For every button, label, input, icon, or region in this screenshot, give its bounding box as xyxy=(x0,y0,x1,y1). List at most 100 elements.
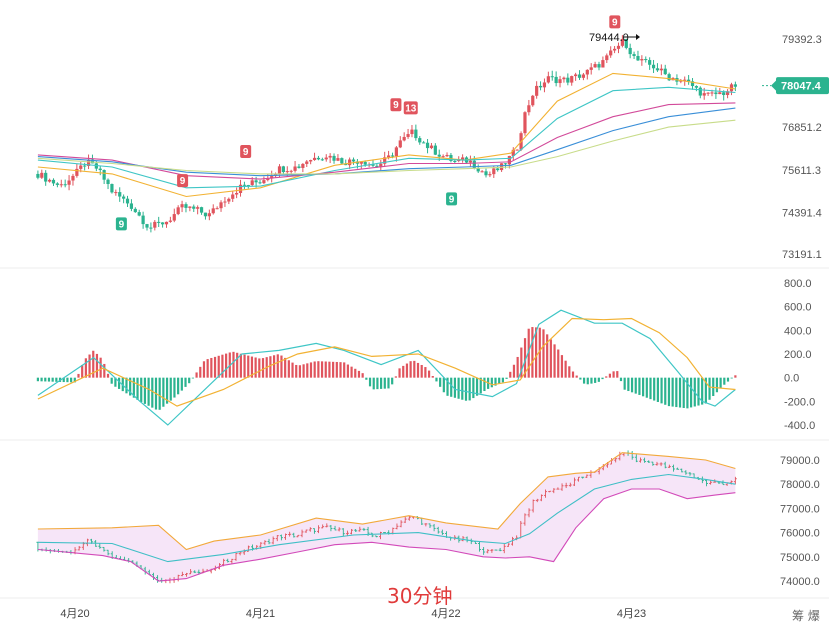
candle-body xyxy=(698,87,702,96)
bollinger-band-fill xyxy=(37,452,736,581)
td-marker-label: 9 xyxy=(393,100,399,111)
candle-body xyxy=(570,76,574,83)
candle-body xyxy=(449,154,453,161)
candle-body xyxy=(266,178,270,181)
candle-body xyxy=(71,175,75,181)
candle-body xyxy=(75,168,79,176)
y-tick-label: 600.0 xyxy=(784,302,812,314)
td-marker-box xyxy=(609,15,621,29)
macd-histogram-bar xyxy=(147,377,150,406)
macd-histogram-bar xyxy=(660,377,663,404)
macd-histogram-bar xyxy=(391,377,394,385)
candle-body xyxy=(616,45,621,49)
candle-body xyxy=(168,220,172,222)
candle-body xyxy=(538,85,543,88)
candle-body xyxy=(305,161,309,164)
macd-histogram-bar xyxy=(143,377,147,404)
candle-body xyxy=(605,55,609,61)
macd-histogram-bar xyxy=(77,373,80,378)
candle-body xyxy=(492,168,496,175)
macd-histogram-bar xyxy=(726,377,730,382)
candle-body xyxy=(231,194,235,199)
macd-histogram-bar xyxy=(498,377,501,384)
candle-body xyxy=(577,74,582,78)
candle-body xyxy=(472,160,476,169)
macd-histogram-bar xyxy=(734,375,737,378)
macd-histogram-bar xyxy=(346,364,349,378)
candle-body xyxy=(153,221,157,228)
candle-body xyxy=(184,204,188,208)
macd-histogram-bar xyxy=(719,377,722,389)
bollinger-upper-line xyxy=(37,452,736,551)
candle-body xyxy=(429,145,434,149)
macd-histogram-bar xyxy=(136,377,139,400)
macd-histogram-bar xyxy=(335,361,338,378)
candle-body xyxy=(468,160,473,163)
candle-body xyxy=(125,198,130,204)
candle-body xyxy=(36,173,40,178)
candle-body xyxy=(141,215,145,225)
price-panel: 9 9 9 9 13 9 9 xyxy=(36,15,737,233)
macd-histogram-bar xyxy=(213,356,217,378)
candle-body xyxy=(496,168,500,171)
macd-histogram-bar xyxy=(62,377,65,383)
macd-histogram-bar xyxy=(472,377,475,399)
macd-histogram-bar xyxy=(106,373,110,378)
candle-body xyxy=(328,155,332,158)
candle-body xyxy=(386,155,391,158)
candle-body xyxy=(110,184,114,193)
candle-body xyxy=(172,214,176,221)
candle-body xyxy=(476,168,480,172)
candle-body xyxy=(733,84,737,87)
candle-body xyxy=(164,221,169,225)
candle-body xyxy=(499,163,504,171)
candle-body xyxy=(297,166,301,168)
moving-average-line xyxy=(37,86,736,189)
candle-body xyxy=(535,85,539,96)
macd-histogram-bar xyxy=(151,377,154,408)
candle-body xyxy=(589,67,593,70)
macd-histogram-bar xyxy=(697,377,700,406)
y-tick-label: 75611.3 xyxy=(782,165,821,177)
macd-histogram-bar xyxy=(221,354,224,378)
macd-histogram-bar xyxy=(638,377,641,395)
candle-body xyxy=(149,227,153,229)
candle-body xyxy=(122,196,126,199)
macd-histogram-bar xyxy=(129,377,132,396)
candle-body xyxy=(324,157,328,160)
candle-body xyxy=(301,163,305,168)
x-tick-label: 4月21 xyxy=(246,608,275,620)
macd-histogram-bar xyxy=(416,362,420,378)
macd-histogram-bar xyxy=(361,373,364,378)
candle-body xyxy=(332,155,336,161)
candle-body xyxy=(157,221,161,223)
macd-histogram-bar xyxy=(505,377,508,379)
td-sequence-marker: 9 xyxy=(177,174,189,188)
td-sequence-marker: 9 xyxy=(446,192,458,206)
td-sequence-marker: 13 xyxy=(403,101,418,115)
candle-body xyxy=(133,208,137,213)
macd-histogram-bar xyxy=(254,357,257,378)
macd-histogram-bar xyxy=(339,362,342,378)
bollinger-panel xyxy=(36,450,737,584)
candle-body xyxy=(484,171,488,176)
candle-body xyxy=(398,140,402,148)
candle-body xyxy=(83,165,87,167)
macd-histogram-bar xyxy=(656,377,659,402)
macd-histogram-bar xyxy=(180,377,183,391)
candle-body xyxy=(683,79,687,81)
macd-histogram-bar xyxy=(597,377,600,382)
candle-body xyxy=(281,166,285,173)
candle-body xyxy=(160,222,165,225)
candle-body xyxy=(640,59,644,61)
candle-body xyxy=(706,92,710,94)
candle-body xyxy=(242,184,247,186)
macd-histogram-bar xyxy=(188,377,191,384)
macd-histogram-bar xyxy=(649,377,652,400)
macd-histogram-bar xyxy=(701,377,704,405)
candle-body xyxy=(98,168,102,171)
macd-histogram-bar xyxy=(571,371,575,378)
y-tick-label: 75000.0 xyxy=(780,552,820,564)
td-sequence-marker: 9 xyxy=(115,217,127,231)
macd-histogram-bar xyxy=(376,377,379,390)
